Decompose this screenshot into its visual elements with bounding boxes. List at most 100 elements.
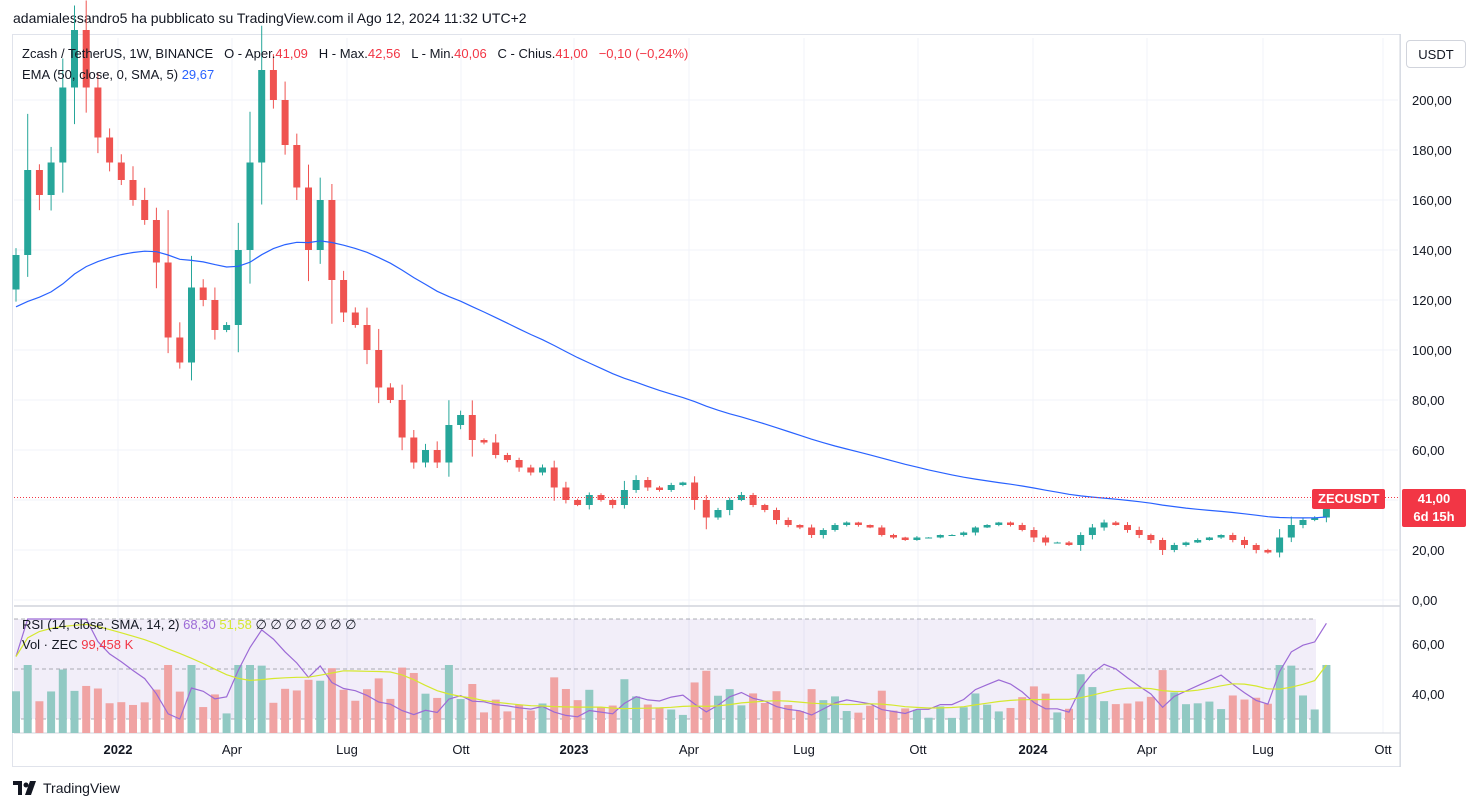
rsi-ma-value: 51,58 xyxy=(219,617,252,632)
candle-body xyxy=(457,415,465,425)
candle-body xyxy=(1124,525,1131,530)
volume-bar xyxy=(971,693,980,733)
candle-body xyxy=(106,137,114,163)
footer-brand: TradingView xyxy=(43,780,121,796)
candle-body xyxy=(480,440,488,443)
time-tick-label: Apr xyxy=(679,742,700,757)
ema-label: EMA (50, close, 0, SMA, 5) xyxy=(22,67,179,82)
bar-countdown: 6d 15h xyxy=(1413,509,1455,524)
volume-bar xyxy=(304,679,313,733)
candle-body xyxy=(1287,525,1295,538)
price-tick-label: 100,00 xyxy=(1412,343,1452,358)
volume-bar xyxy=(1006,707,1015,733)
time-tick-label: Ott xyxy=(1374,742,1392,757)
volume-bar xyxy=(561,688,570,733)
rsi-label: RSI (14, close, SMA, 14, 2) xyxy=(22,617,180,632)
volume-bar xyxy=(772,691,781,733)
price-tick-label: 200,00 xyxy=(1412,93,1452,108)
candle-body xyxy=(749,495,757,505)
main-legend: Zcash / TetherUS, 1W, BINANCE O - Aper.4… xyxy=(22,46,688,61)
time-tick-label: Apr xyxy=(222,742,243,757)
candle-body xyxy=(819,530,827,535)
candle-body xyxy=(574,500,582,505)
candle-body xyxy=(223,325,231,330)
ema-legend[interactable]: EMA (50, close, 0, SMA, 5) 29,67 xyxy=(22,67,214,82)
candle-body xyxy=(515,460,523,468)
volume-bar xyxy=(70,690,79,733)
candle-body xyxy=(199,287,207,300)
volume-bar xyxy=(749,693,758,733)
candle-body xyxy=(656,487,663,490)
rsi-legend[interactable]: RSI (14, close, SMA, 14, 2) 68,30 51,58 … xyxy=(22,617,356,633)
volume-bar xyxy=(175,691,184,733)
volume-bar xyxy=(1240,699,1249,733)
vol-legend[interactable]: Vol · ZEC 99,458 K xyxy=(22,637,133,652)
candle-body xyxy=(878,527,886,535)
volume-bar xyxy=(1076,674,1085,733)
candle-body xyxy=(737,495,745,500)
footer[interactable]: TradingView xyxy=(13,780,120,796)
candle-body xyxy=(925,537,933,539)
rsi-tick-label: 60,00 xyxy=(1412,637,1445,652)
volume-bar xyxy=(1029,686,1038,733)
candle-body xyxy=(866,525,874,528)
candle-body xyxy=(983,525,991,528)
volume-bar xyxy=(1228,695,1237,733)
volume-bar xyxy=(246,665,254,733)
time-tick-label: Lug xyxy=(793,742,815,757)
candle-body xyxy=(59,87,67,163)
volume-bar xyxy=(1252,697,1261,733)
vol-value: 99,458 K xyxy=(81,637,134,652)
candle-body xyxy=(433,450,441,463)
price-tick-label: 60,00 xyxy=(1412,443,1445,458)
candle-body xyxy=(293,145,301,188)
currency-button[interactable]: USDT xyxy=(1406,40,1466,68)
candle-body xyxy=(188,287,195,363)
volume-bar xyxy=(643,704,652,733)
candle-body xyxy=(890,535,897,538)
volume-bar xyxy=(725,689,734,733)
candle-body xyxy=(1229,535,1237,540)
volume-bar xyxy=(889,710,898,733)
legend-high-label: H - Max. xyxy=(318,46,368,61)
volume-bar xyxy=(129,704,137,733)
candle-body xyxy=(1053,542,1061,544)
candle-body xyxy=(562,487,570,500)
volume-bar xyxy=(1100,701,1109,733)
volume-bar xyxy=(1053,712,1062,733)
volume-bar xyxy=(1299,695,1307,733)
volume-bar xyxy=(363,689,371,733)
candle-body xyxy=(632,480,640,490)
price-tick-label: 20,00 xyxy=(1412,543,1445,558)
candle-body xyxy=(1135,530,1143,535)
volume-bar xyxy=(1123,703,1132,733)
volume-bar xyxy=(1205,701,1214,733)
volume-bar xyxy=(994,711,1003,733)
volume-bar xyxy=(1111,704,1120,733)
candle-body xyxy=(1112,522,1120,525)
volume-bar xyxy=(912,709,921,733)
candle-body xyxy=(117,162,125,180)
candle-body xyxy=(141,200,149,220)
candle-body xyxy=(24,170,32,255)
volume-bar xyxy=(901,708,910,733)
volume-bar xyxy=(877,690,886,733)
volume-bar xyxy=(866,705,875,733)
volume-bar xyxy=(1146,696,1155,733)
price-tick-label: 180,00 xyxy=(1412,143,1452,158)
time-tick-label: Lug xyxy=(336,742,358,757)
volume-bar xyxy=(421,693,430,733)
candle-body xyxy=(679,482,687,485)
candle-body xyxy=(667,485,675,490)
volume-bar xyxy=(620,679,629,733)
price-tick-label: 0,00 xyxy=(1412,593,1437,608)
candle-body xyxy=(82,30,90,88)
candle-body xyxy=(1241,540,1248,545)
legend-change: −0,10 (−0,24%) xyxy=(598,46,689,61)
legend-open-label: O - Aper. xyxy=(224,46,276,61)
candle-body xyxy=(1194,540,1202,543)
volume-bar xyxy=(12,691,20,733)
rsi-value: 68,30 xyxy=(183,617,216,632)
publisher-line: adamialessandro5 ha pubblicato su Tradin… xyxy=(13,10,527,26)
